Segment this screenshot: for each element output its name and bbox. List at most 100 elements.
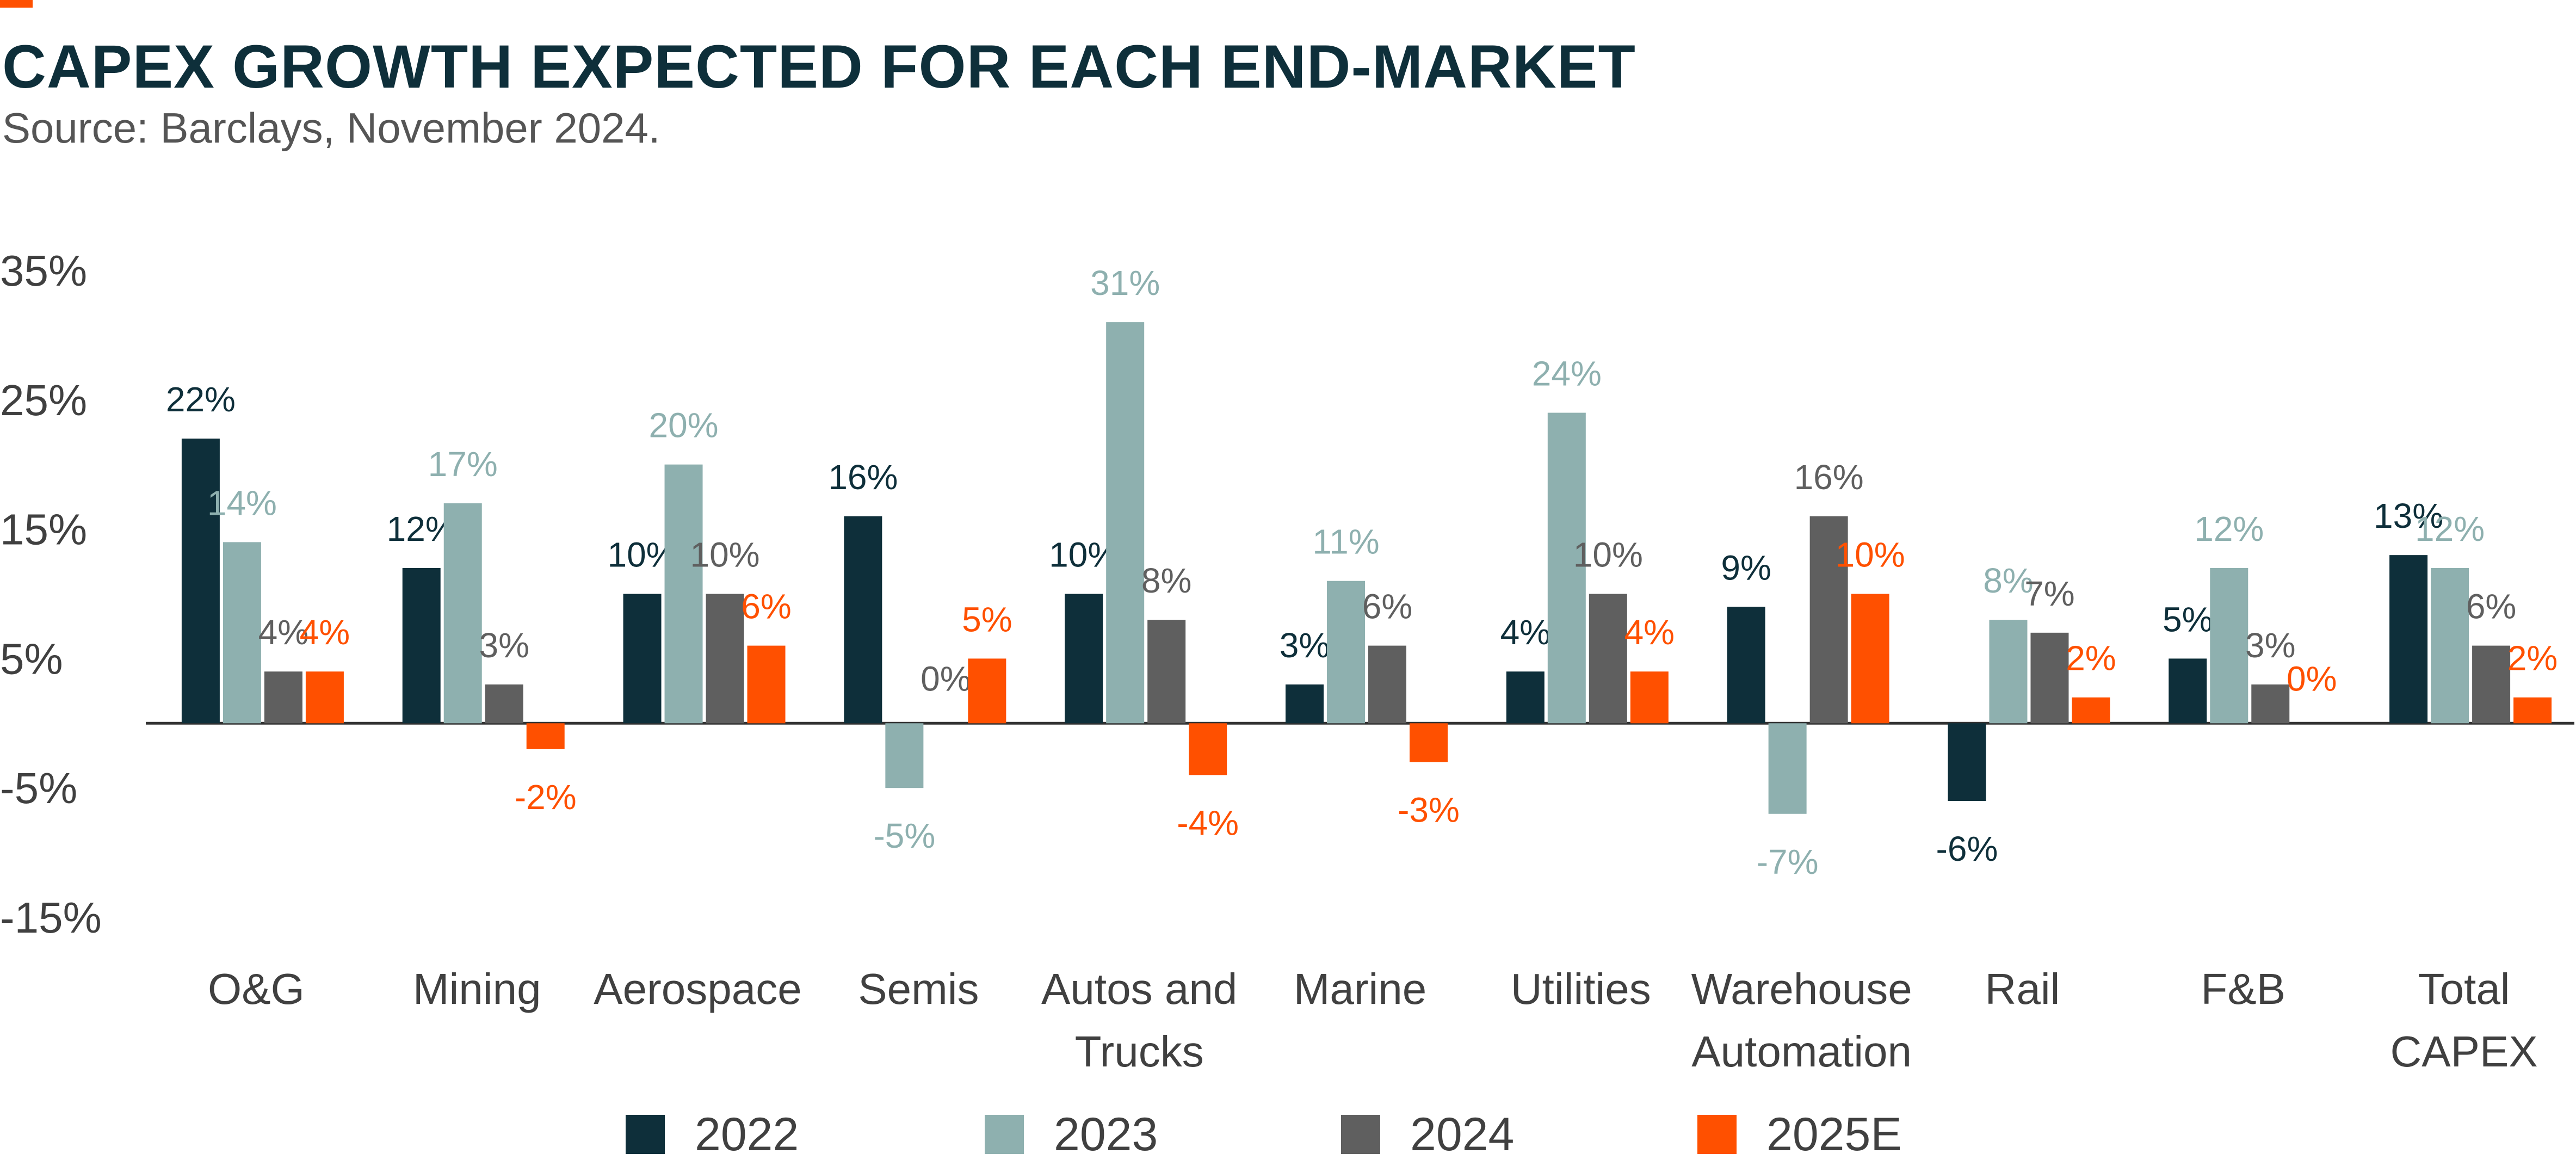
bar-2022-10 xyxy=(2389,555,2428,724)
bar-2024-5 xyxy=(1368,645,1406,724)
bar-chart: 35%25%15%5%-5%-15%22%14%4%4%O&G12%17%3%-… xyxy=(0,246,2574,1076)
bar-2024-7 xyxy=(1809,516,1848,724)
bar-2025E-6 xyxy=(1630,671,1669,724)
data-label-2023-6: 24% xyxy=(1532,354,1602,393)
data-label-2025E-9: 0% xyxy=(2287,659,2337,698)
legend-label: 2022 xyxy=(695,1108,799,1161)
data-label-2025E-2: 6% xyxy=(741,587,792,626)
data-label-2025E-1: -2% xyxy=(515,778,577,817)
bar-2022-8 xyxy=(1948,723,1986,801)
bar-2025E-2 xyxy=(747,645,786,724)
category-label: Total xyxy=(2418,965,2510,1013)
bar-2024-1 xyxy=(485,684,523,724)
data-label-2022-8: -6% xyxy=(1936,829,1998,868)
bar-2023-0 xyxy=(223,542,261,724)
data-label-2024-3: 0% xyxy=(921,659,971,698)
bar-2023-6 xyxy=(1547,412,1586,724)
data-label-2024-6: 10% xyxy=(1573,535,1643,575)
bar-2022-7 xyxy=(1727,607,1765,724)
category-label: Trucks xyxy=(1075,1027,1204,1076)
data-label-2025E-3: 5% xyxy=(962,600,1012,639)
category-label: Autos and xyxy=(1041,965,1237,1013)
data-label-2025E-10: 2% xyxy=(2507,639,2558,678)
y-tick-label: 35% xyxy=(0,246,87,295)
data-label-2023-9: 12% xyxy=(2194,509,2264,548)
bar-2025E-10 xyxy=(2513,697,2552,724)
bar-2025E-5 xyxy=(1410,723,1448,762)
legend-label: 2024 xyxy=(1410,1108,1515,1161)
bar-2025E-3 xyxy=(968,658,1006,724)
category-label: Semis xyxy=(858,965,979,1013)
y-tick-label: -5% xyxy=(0,764,77,812)
category-label: Mining xyxy=(413,965,541,1013)
data-label-2024-7: 16% xyxy=(1794,458,1864,497)
bar-2022-2 xyxy=(623,594,662,724)
category-label: CAPEX xyxy=(2390,1027,2537,1076)
data-label-2023-5: 11% xyxy=(1312,522,1379,562)
bar-2023-7 xyxy=(1768,723,1807,814)
bar-2024-4 xyxy=(1147,620,1186,724)
legend-swatch xyxy=(626,1115,665,1154)
data-label-2022-9: 5% xyxy=(2163,600,2213,639)
bar-2025E-7 xyxy=(1851,594,1889,724)
data-label-2022-10: 13% xyxy=(2374,496,2443,535)
bar-2022-0 xyxy=(181,439,220,724)
data-label-2023-8: 8% xyxy=(1983,561,2034,600)
bar-2023-5 xyxy=(1327,581,1365,724)
category-label: Utilities xyxy=(1511,965,1651,1013)
category-label: F&B xyxy=(2201,965,2285,1013)
data-label-2025E-5: -3% xyxy=(1398,791,1460,830)
bar-2024-8 xyxy=(2030,632,2069,724)
category-label: Automation xyxy=(1691,1027,1912,1076)
accent-bar xyxy=(0,0,33,8)
data-label-2025E-7: 10% xyxy=(1836,535,1905,575)
data-label-2024-8: 7% xyxy=(2024,574,2075,613)
bar-2022-5 xyxy=(1286,684,1324,724)
legend-label: 2023 xyxy=(1054,1108,1158,1161)
bar-2024-9 xyxy=(2251,684,2290,724)
bar-2022-4 xyxy=(1065,594,1103,724)
bar-2022-3 xyxy=(844,516,882,724)
bar-2023-3 xyxy=(885,723,924,788)
bar-2022-9 xyxy=(2169,658,2207,724)
chart-title: CAPEX GROWTH EXPECTED FOR EACH END-MARKE… xyxy=(2,33,1636,101)
bar-2024-2 xyxy=(706,594,744,724)
data-label-2023-10: 12% xyxy=(2415,509,2485,548)
legend-item-2022: 2022 xyxy=(626,1102,799,1167)
legend-swatch xyxy=(1341,1115,1380,1154)
data-label-2025E-0: 4% xyxy=(300,613,350,652)
legend: 2022 2023 2024 2025E xyxy=(0,1102,2576,1167)
bar-2024-10 xyxy=(2472,645,2511,724)
chart-subtitle: Source: Barclays, November 2024. xyxy=(2,104,660,152)
bar-2023-1 xyxy=(443,503,482,724)
bar-2024-0 xyxy=(264,671,302,724)
bar-2025E-8 xyxy=(2072,697,2110,724)
data-label-2022-3: 16% xyxy=(828,458,898,497)
data-label-2024-2: 10% xyxy=(690,535,759,575)
y-tick-label: 5% xyxy=(0,634,63,683)
bar-2022-1 xyxy=(402,568,441,724)
data-label-2023-4: 31% xyxy=(1090,263,1160,303)
bar-2022-6 xyxy=(1506,671,1545,724)
bar-2023-8 xyxy=(1989,620,2028,724)
category-label: Rail xyxy=(1985,965,2060,1013)
bar-2023-10 xyxy=(2431,568,2469,724)
data-label-2022-6: 4% xyxy=(1500,613,1551,652)
legend-label: 2025E xyxy=(1766,1108,1902,1161)
data-label-2023-3: -5% xyxy=(873,816,935,855)
y-tick-label: 15% xyxy=(0,505,87,554)
bar-2025E-1 xyxy=(526,723,565,749)
data-label-2024-5: 6% xyxy=(1362,587,1413,626)
legend-swatch xyxy=(1697,1115,1737,1154)
legend-item-2025E: 2025E xyxy=(1697,1102,1902,1167)
data-label-2023-2: 20% xyxy=(648,406,718,445)
bar-2023-9 xyxy=(2210,568,2248,724)
data-label-2024-9: 3% xyxy=(2245,626,2296,665)
bar-2025E-0 xyxy=(305,671,344,724)
legend-item-2023: 2023 xyxy=(985,1102,1158,1167)
legend-item-2024: 2024 xyxy=(1341,1102,1514,1167)
data-label-2023-0: 14% xyxy=(207,483,277,522)
data-label-2022-0: 22% xyxy=(166,380,236,419)
data-label-2024-4: 8% xyxy=(1141,561,1192,600)
data-label-2025E-6: 4% xyxy=(1624,613,1675,652)
